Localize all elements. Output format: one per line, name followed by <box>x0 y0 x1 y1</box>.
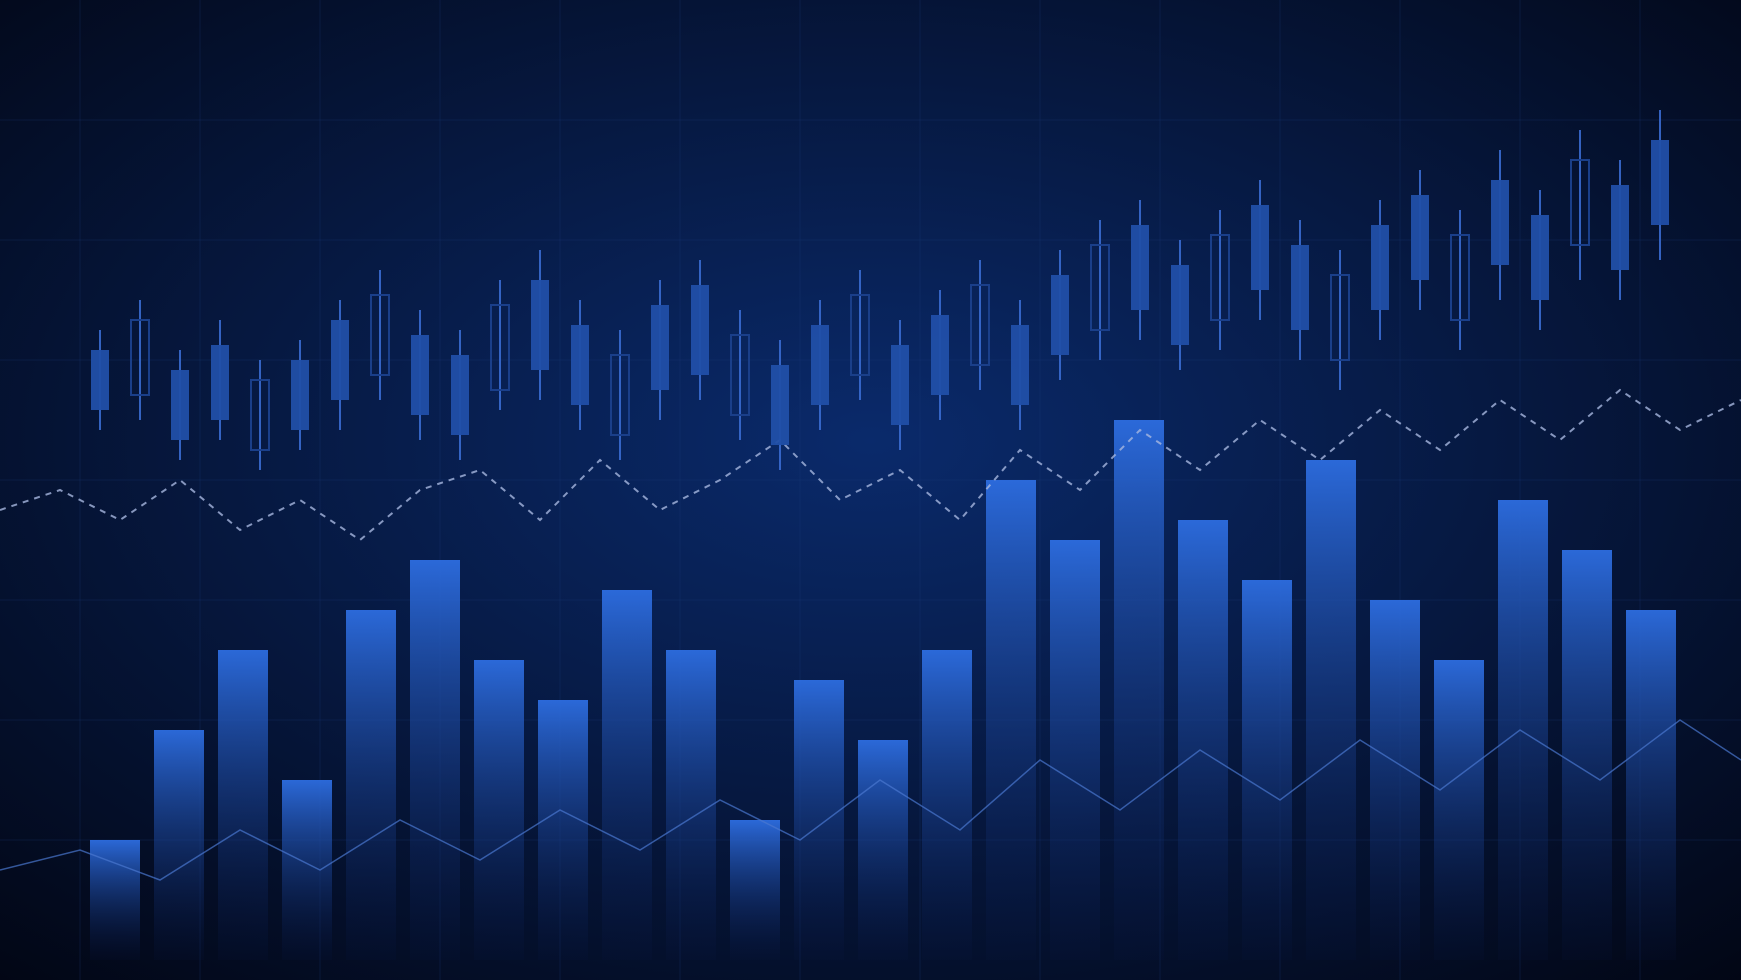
vignette <box>0 0 1741 980</box>
financial-chart <box>0 0 1741 980</box>
chart-canvas <box>0 0 1741 980</box>
